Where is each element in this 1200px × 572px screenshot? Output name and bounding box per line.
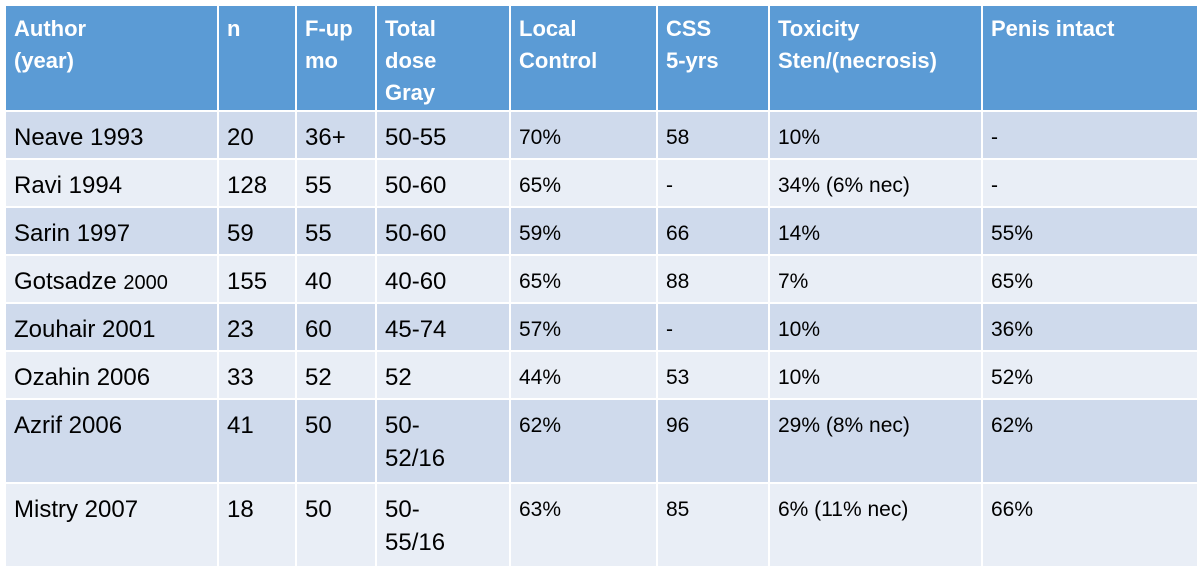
table-row: Zouhair 2001 23 60 45-74 57% -10% 36% [4, 302, 1199, 352]
cell-penis-intact: 66% [981, 482, 1199, 568]
cell-penis-intact: 52% [981, 350, 1199, 400]
cell-css: 66 [656, 206, 770, 256]
results-table: Author (year) n F-up mo Total dose Gray Local Con… [4, 4, 1199, 568]
header-dose: Total dose Gray [375, 4, 511, 112]
header-author: Author (year) [4, 4, 219, 112]
cell-n: 18 [217, 482, 297, 568]
cell-css: - [656, 302, 770, 352]
cell-penis-intact: 36% [981, 302, 1199, 352]
author-name: Zouhair 2001 [14, 316, 156, 343]
cell-local-control: 65% [509, 158, 658, 208]
cell-dose: 45-74 [375, 302, 511, 352]
cell-author: Mistry 2007 [4, 482, 219, 568]
table-row: Ozahin 2006 33 52 52 44% 53 10% 52% [4, 350, 1199, 400]
cell-local-control: 65% [509, 254, 658, 304]
table-row: Azrif 2006 41 50 50- 52/16 62% 96 29% (8% nec) 6… [4, 398, 1199, 484]
cell-css: 53 [656, 350, 770, 400]
cell-penis-intact: 62% [981, 398, 1199, 484]
table-row: Ravi 1994 128 55 50-60 65% -34% (6% nec) - [4, 158, 1199, 208]
cell-dose: 50-55 [375, 110, 511, 160]
cell-fup: 40 [295, 254, 377, 304]
cell-author: Azrif 2006 [4, 398, 219, 484]
table-body: Neave 1993 20 36+ 50-55 70% 58 10% - Ravi 1994 12… [4, 110, 1199, 568]
cell-penis-intact: - [981, 110, 1199, 160]
table-row: Sarin 1997 59 55 50-60 59% 66 14% 55% [4, 206, 1199, 256]
cell-n: 155 [217, 254, 297, 304]
cell-dose: 50-60 [375, 158, 511, 208]
table-row: Gotsadze 2000 155 40 40-60 65% 88 7% 65% [4, 254, 1199, 304]
cell-author: Zouhair 2001 [4, 302, 219, 352]
cell-toxicity: 10% [768, 350, 983, 400]
cell-penis-intact: 65% [981, 254, 1199, 304]
cell-css: 96 [656, 398, 770, 484]
cell-dose: 40-60 [375, 254, 511, 304]
table-row: Neave 1993 20 36+ 50-55 70% 58 10% - [4, 110, 1199, 160]
cell-fup: 52 [295, 350, 377, 400]
cell-n: 59 [217, 206, 297, 256]
cell-toxicity: 7% [768, 254, 983, 304]
cell-local-control: 44% [509, 350, 658, 400]
cell-author: Sarin 1997 [4, 206, 219, 256]
cell-fup: 50 [295, 482, 377, 568]
cell-css: 58 [656, 110, 770, 160]
cell-local-control: 59% [509, 206, 658, 256]
cell-toxicity: 29% (8% nec) [768, 398, 983, 484]
cell-dose: 50- 55/16 [375, 482, 511, 568]
cell-dose: 50- 52/16 [375, 398, 511, 484]
cell-penis-intact: 55% [981, 206, 1199, 256]
cell-fup: 50 [295, 398, 377, 484]
cell-fup: 55 [295, 158, 377, 208]
author-name: Azrif 2006 [14, 412, 123, 439]
cell-toxicity: 10% [768, 110, 983, 160]
author-name: Ravi 1994 [14, 172, 123, 199]
cell-toxicity: 10% [768, 302, 983, 352]
author-name: Ozahin 2006 [14, 364, 151, 391]
header-fup: F-up mo [295, 4, 377, 112]
cell-n: 33 [217, 350, 297, 400]
cell-dose: 50-60 [375, 206, 511, 256]
cell-toxicity: 6% (11% nec) [768, 482, 983, 568]
cell-n: 128 [217, 158, 297, 208]
cell-local-control: 62% [509, 398, 658, 484]
cell-n: 23 [217, 302, 297, 352]
cell-css: 88 [656, 254, 770, 304]
author-year: 2000 [123, 272, 168, 294]
header-penis-intact: Penis intact [981, 4, 1199, 112]
cell-fup: 36+ [295, 110, 377, 160]
cell-n: 41 [217, 398, 297, 484]
table-row: Mistry 2007 18 50 50- 55/16 63% 85 6% (11% nec)… [4, 482, 1199, 568]
cell-css: - [656, 158, 770, 208]
cell-n: 20 [217, 110, 297, 160]
cell-author: Neave 1993 [4, 110, 219, 160]
header-n: n [217, 4, 297, 112]
cell-css: 85 [656, 482, 770, 568]
cell-local-control: 63% [509, 482, 658, 568]
cell-author: Ravi 1994 [4, 158, 219, 208]
header-local-control: Local Control [509, 4, 658, 112]
cell-toxicity: 34% (6% nec) [768, 158, 983, 208]
cell-fup: 60 [295, 302, 377, 352]
author-name: Neave 1993 [14, 124, 144, 151]
cell-author: Gotsadze 2000 [4, 254, 219, 304]
author-name: Gotsadze [14, 268, 124, 295]
header-css: CSS 5-yrs [656, 4, 770, 112]
header-toxicity: Toxicity Sten/(necrosis) [768, 4, 983, 112]
cell-local-control: 70% [509, 110, 658, 160]
header-row: Author (year) n F-up mo Total dose Gray Local Con… [4, 4, 1199, 112]
cell-toxicity: 14% [768, 206, 983, 256]
author-name: Sarin 1997 [14, 220, 131, 247]
cell-author: Ozahin 2006 [4, 350, 219, 400]
cell-fup: 55 [295, 206, 377, 256]
cell-local-control: 57% [509, 302, 658, 352]
cell-dose: 52 [375, 350, 511, 400]
author-name: Mistry 2007 [14, 496, 139, 523]
cell-penis-intact: - [981, 158, 1199, 208]
